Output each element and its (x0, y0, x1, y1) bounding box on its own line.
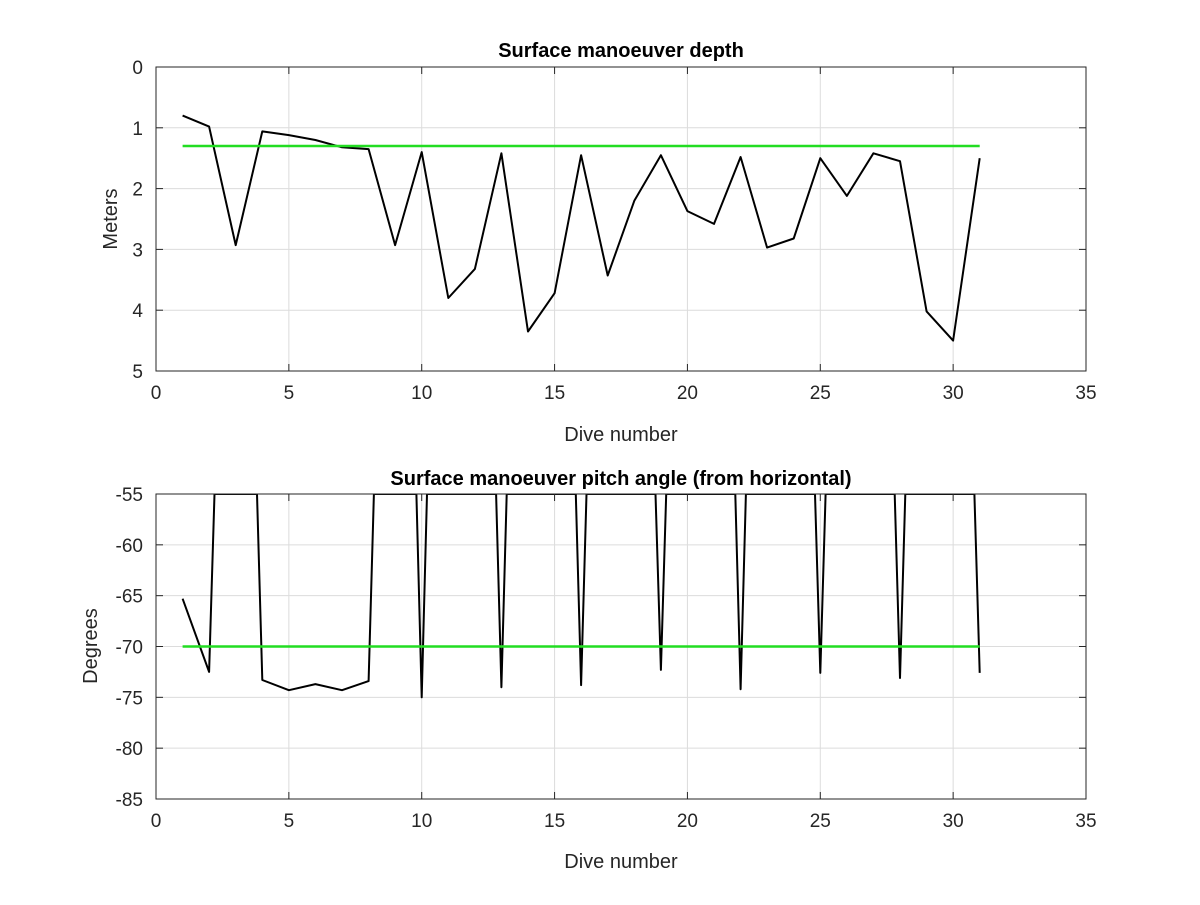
depth-plot-background (156, 67, 1086, 371)
depth-x-tick-label: 35 (1075, 383, 1096, 404)
pitch-y-tick-label: -75 (116, 688, 143, 709)
pitch-y-tick-label: -65 (116, 587, 143, 608)
pitch-x-axis-label: Dive number (564, 851, 678, 873)
pitch-subplot: 0 5 10 15 20 25 30 35 -55 -60 -65 -70 -75 -80 -85 Surf… (80, 468, 1097, 873)
pitch-y-tick-label: -70 (116, 638, 143, 659)
depth-axes-box (155, 66, 1087, 372)
pitch-x-tick-label: 20 (677, 811, 698, 832)
depth-y-tick-label: 0 (132, 58, 143, 79)
depth-y-axis-label: Meters (100, 188, 122, 249)
pitch-x-tick-label: 35 (1075, 811, 1096, 832)
depth-y-tick-label: 5 (132, 362, 143, 383)
pitch-y-tick-label: -60 (116, 536, 143, 557)
depth-x-tick-label: 20 (677, 383, 698, 404)
depth-y-tick-label: 1 (132, 119, 143, 140)
depth-x-tick-label: 5 (284, 383, 295, 404)
depth-chart-title: Surface manoeuver depth (498, 40, 744, 62)
pitch-tick-labels: 0 5 10 15 20 25 30 35 -55 -60 -65 -70 -75 -80 -85 (116, 485, 1097, 832)
depth-ticks (155, 66, 1087, 372)
depth-x-tick-label: 10 (411, 383, 432, 404)
pitch-y-tick-label: -80 (116, 739, 143, 760)
depth-data-line (182, 114, 981, 342)
pitch-y-tick-label: -85 (116, 790, 143, 811)
depth-series-layer (182, 114, 981, 342)
pitch-x-tick-label: 15 (544, 811, 565, 832)
pitch-x-tick-label: 5 (284, 811, 295, 832)
depth-x-tick-label: 15 (544, 383, 565, 404)
pitch-y-axis-label: Degrees (80, 608, 102, 684)
pitch-chart-title: Surface manoeuver pitch angle (from hori… (390, 468, 851, 490)
depth-x-tick-label: 0 (151, 383, 162, 404)
pitch-x-tick-label: 30 (943, 811, 964, 832)
pitch-ticks (155, 493, 1087, 800)
depth-y-tick-label: 4 (132, 301, 143, 322)
pitch-series-layer (181, 494, 981, 699)
depth-x-axis-label: Dive number (564, 424, 678, 446)
pitch-y-tick-label: -55 (116, 485, 143, 506)
pitch-x-tick-label: 10 (411, 811, 432, 832)
depth-x-tick-label: 30 (943, 383, 964, 404)
depth-y-tick-label: 2 (132, 180, 143, 201)
depth-y-tick-label: 3 (132, 240, 143, 261)
depth-x-tick-label: 25 (810, 383, 831, 404)
pitch-x-tick-label: 0 (151, 811, 162, 832)
pitch-x-tick-label: 25 (810, 811, 831, 832)
pitch-data-line (181, 494, 981, 699)
